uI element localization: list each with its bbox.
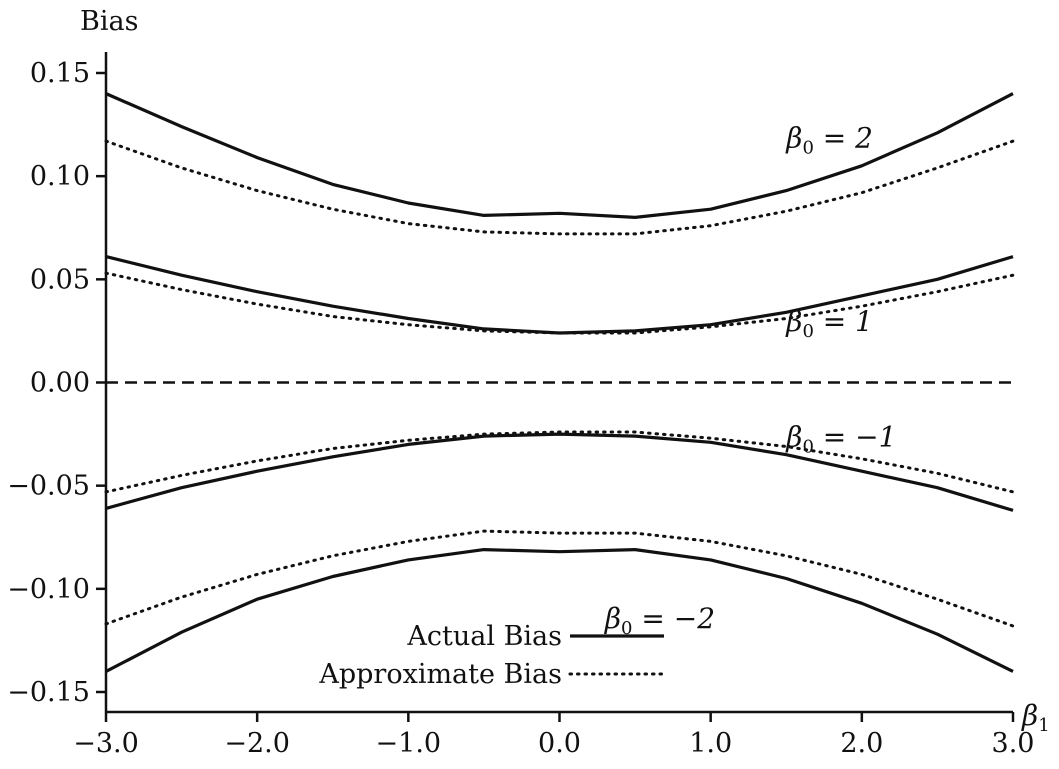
x-tick-label: −1.0 bbox=[376, 728, 442, 759]
curve-label: β0 = −1 bbox=[785, 420, 896, 457]
curve-label: β0 = −2 bbox=[604, 602, 715, 639]
x-axis-label-symbol: β bbox=[1021, 699, 1038, 732]
y-tick-label: −0.05 bbox=[7, 471, 90, 502]
y-tick-label: 0.15 bbox=[30, 58, 90, 89]
curve-label-symbol: β bbox=[785, 420, 802, 453]
series-group bbox=[104, 92, 1015, 673]
curve-label-subscript: 0 bbox=[621, 618, 632, 639]
x-tick-label: 2.0 bbox=[840, 728, 883, 759]
axes: 0.150.100.050.00−0.05−0.10−0.15−3.0 −2.0−… bbox=[7, 6, 1049, 759]
y-tick-label: 0.10 bbox=[30, 161, 90, 192]
curve-labels: β0 = 2β0 = 1β0 = −1β0 = −2 bbox=[604, 121, 897, 639]
y-tick-label: 0.05 bbox=[30, 264, 90, 295]
series-line-8-solid bbox=[105, 547, 1014, 673]
curve-label-text: = −2 bbox=[632, 602, 715, 635]
curve-label-text: = −1 bbox=[814, 420, 897, 453]
x-axis-label: β1 bbox=[1021, 699, 1050, 736]
series-line-2-solid bbox=[105, 255, 1014, 335]
y-tick-label: −0.10 bbox=[7, 574, 90, 605]
series-line-0-solid bbox=[105, 92, 1014, 219]
series-line-1-dotted bbox=[104, 139, 1015, 236]
y-axis-label: Bias bbox=[80, 6, 138, 37]
x-tick-label: 0.0 bbox=[538, 728, 581, 759]
y-tick-label: −0.15 bbox=[7, 677, 90, 708]
curve-label-subscript: 0 bbox=[802, 321, 813, 342]
legend-label: Actual Bias bbox=[406, 621, 562, 652]
series-line-5-dotted bbox=[104, 430, 1015, 494]
series-line-3-dotted bbox=[104, 271, 1015, 335]
legend: Actual Bias Approximate Bias bbox=[318, 621, 666, 690]
x-tick-label: 3.0 bbox=[992, 728, 1035, 759]
curve-label-symbol: β bbox=[785, 305, 802, 338]
curve-label-subscript: 0 bbox=[802, 436, 813, 457]
y-tick-label: 0.00 bbox=[30, 368, 90, 399]
x-axis-label-subscript: 1 bbox=[1038, 715, 1049, 736]
series-line-7-dotted bbox=[104, 529, 1015, 628]
curve-label-symbol: β bbox=[785, 121, 802, 154]
x-tick-label: 1.0 bbox=[689, 728, 732, 759]
curve-label-subscript: 0 bbox=[802, 137, 813, 158]
curve-label-text: = 1 bbox=[814, 305, 873, 338]
x-tick-label: −2.0 bbox=[224, 728, 290, 759]
series-line-6-solid bbox=[105, 432, 1014, 512]
legend-label: Approximate Bias bbox=[318, 659, 562, 690]
curve-label: β0 = 1 bbox=[785, 305, 873, 342]
curve-label-symbol: β bbox=[604, 602, 621, 635]
curve-label-text: = 2 bbox=[814, 121, 873, 154]
x-tick-label: −3.0 bbox=[73, 728, 139, 759]
curve-label: β0 = 2 bbox=[785, 121, 873, 158]
